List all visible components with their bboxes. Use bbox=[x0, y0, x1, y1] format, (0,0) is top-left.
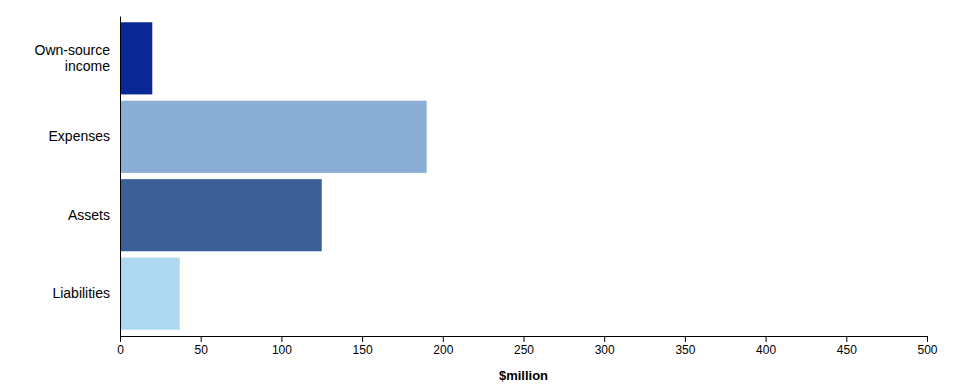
x-tick-label: 0 bbox=[117, 343, 124, 357]
y-tick-label: Liabilities bbox=[52, 285, 110, 301]
bar bbox=[120, 22, 152, 94]
y-axis: Own-sourceincome Expenses Assets Liabilitie… bbox=[35, 17, 121, 337]
plot-area: 0 50 100 150 200 250 300 350 400 450 500 Own-source… bbox=[35, 17, 938, 384]
y-tick: Expenses bbox=[49, 128, 120, 144]
bars bbox=[120, 22, 427, 329]
chart: 0 50 100 150 200 250 300 350 400 450 500 Own-source… bbox=[0, 0, 963, 392]
x-tick-label: 450 bbox=[837, 343, 857, 357]
y-tick-label: Own-sourceincome bbox=[35, 42, 111, 74]
x-tick-mark bbox=[685, 336, 686, 342]
y-tick: Liabilities bbox=[52, 285, 120, 301]
y-tick-label: Assets bbox=[68, 207, 110, 223]
x-tick: 50 bbox=[195, 336, 209, 357]
x-tick: 400 bbox=[756, 336, 776, 357]
x-tick-mark bbox=[766, 336, 767, 342]
y-tick: Assets bbox=[68, 207, 120, 223]
x-tick-mark bbox=[524, 336, 525, 342]
x-tick: 300 bbox=[595, 336, 615, 357]
x-tick-label: 50 bbox=[195, 343, 209, 357]
y-axis-line bbox=[120, 17, 121, 337]
x-tick-mark bbox=[846, 336, 847, 342]
x-tick: 450 bbox=[837, 336, 857, 357]
x-tick: 250 bbox=[514, 336, 534, 357]
x-tick-label: 500 bbox=[917, 343, 937, 357]
x-tick-mark bbox=[201, 336, 202, 342]
x-tick: 350 bbox=[675, 336, 695, 357]
x-tick: 150 bbox=[353, 336, 373, 357]
x-tick: 100 bbox=[272, 336, 292, 357]
x-tick: 0 bbox=[117, 336, 124, 357]
y-tick: Own-sourceincome bbox=[35, 42, 120, 74]
x-tick-label: 200 bbox=[433, 343, 453, 357]
x-tick-mark bbox=[362, 336, 363, 342]
y-tick-label: Expenses bbox=[49, 128, 110, 144]
x-axis-title: $million bbox=[499, 368, 548, 383]
bar bbox=[120, 258, 180, 330]
x-axis-line bbox=[121, 337, 928, 343]
x-tick-mark bbox=[120, 336, 121, 342]
x-tick-label: 400 bbox=[756, 343, 776, 357]
x-tick-mark bbox=[443, 336, 444, 342]
x-tick: 200 bbox=[433, 336, 453, 357]
bar bbox=[120, 101, 427, 173]
bar bbox=[120, 179, 322, 251]
x-tick-label: 300 bbox=[595, 343, 615, 357]
x-tick-mark bbox=[927, 336, 928, 342]
x-tick-mark bbox=[281, 336, 282, 342]
x-tick-label: 250 bbox=[514, 343, 534, 357]
x-axis: 0 50 100 150 200 250 300 350 400 450 500 bbox=[117, 336, 938, 357]
x-tick-label: 100 bbox=[272, 343, 292, 357]
x-tick-mark bbox=[604, 336, 605, 342]
x-tick-label: 150 bbox=[353, 343, 373, 357]
x-tick-label: 350 bbox=[675, 343, 695, 357]
x-tick: 500 bbox=[917, 336, 937, 357]
